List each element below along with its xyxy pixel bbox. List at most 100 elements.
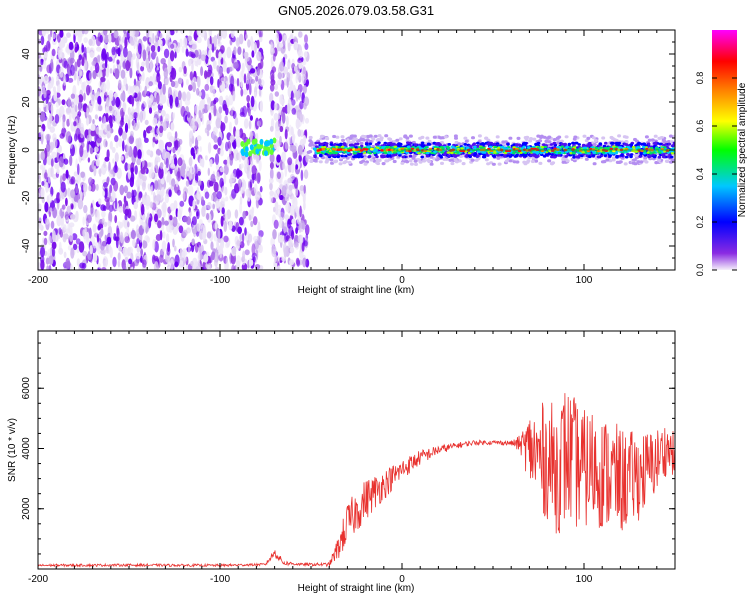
heatmap-cell <box>46 195 50 204</box>
heatmap-cell <box>143 129 147 139</box>
heatmap-cell <box>86 46 90 54</box>
heatmap-cell <box>272 249 277 255</box>
heatmap-cell <box>406 145 411 148</box>
heatmap-cell <box>126 191 132 199</box>
heatmap-cell <box>375 161 380 165</box>
heatmap-cell <box>81 82 85 91</box>
heatmap-cell <box>104 37 109 44</box>
heatmap-cell <box>175 179 179 188</box>
heatmap-cell <box>141 181 146 191</box>
heatmap-cell <box>539 135 543 139</box>
heatmap-cell <box>550 162 555 166</box>
heatmap-cell <box>255 75 259 82</box>
heatmap-cell <box>67 77 74 83</box>
heatmap-cell <box>552 138 557 142</box>
heatmap-cell <box>184 99 191 106</box>
heatmap-cell <box>205 71 212 77</box>
heatmap-cell <box>148 81 153 87</box>
heatmap-cell <box>97 263 101 269</box>
heatmap-cell <box>216 171 220 181</box>
heatmap-cell <box>103 221 108 227</box>
heatmap-cell <box>250 156 254 166</box>
heatmap-cell <box>117 252 121 261</box>
heatmap-cell <box>503 151 508 155</box>
heatmap-cell <box>75 127 81 140</box>
heatmap-cell <box>48 80 54 89</box>
heatmap-cell <box>560 145 565 148</box>
heatmap-cell <box>284 129 288 140</box>
heatmap-cell <box>312 147 317 150</box>
heatmap-cell <box>237 178 243 189</box>
heatmap-cell <box>254 91 257 99</box>
heatmap-cell <box>290 90 294 101</box>
heatmap-cell <box>72 243 78 251</box>
heatmap-cell <box>193 125 197 131</box>
heatmap-cell <box>564 150 569 154</box>
heatmap-cell <box>137 149 142 160</box>
heatmap-cell <box>269 153 275 163</box>
heatmap-cell <box>669 160 673 164</box>
heatmap-cell <box>588 155 592 159</box>
x-tick-label: 0 <box>399 275 405 286</box>
heatmap-cell <box>257 235 263 244</box>
heatmap-cell <box>368 142 373 146</box>
heatmap-cell <box>133 145 138 158</box>
heatmap-cell <box>136 158 142 166</box>
heatmap-cell <box>69 57 75 64</box>
heatmap-cell <box>221 30 228 39</box>
heatmap-cell <box>141 175 147 182</box>
heatmap-cell <box>340 135 345 139</box>
heatmap-cell <box>208 30 213 38</box>
heatmap-cell <box>209 159 213 167</box>
heatmap-cell <box>534 142 538 146</box>
heatmap-cell <box>393 153 398 157</box>
heatmap-cell <box>258 244 263 254</box>
heatmap-cell <box>473 152 478 156</box>
heatmap-cell <box>207 202 212 210</box>
heatmap-cell <box>654 147 659 150</box>
heatmap-cell <box>617 134 622 138</box>
heatmap-cell <box>191 238 195 246</box>
heatmap-cell <box>222 103 228 111</box>
heatmap-cell <box>128 258 133 265</box>
heatmap-cell <box>295 90 299 102</box>
heatmap-cell <box>633 137 637 142</box>
heatmap-cell <box>275 32 280 45</box>
heatmap-cell <box>523 143 527 147</box>
heatmap-cell <box>439 155 444 159</box>
heatmap-cell <box>207 142 212 154</box>
heatmap-cell <box>427 139 432 143</box>
heatmap-cell <box>51 241 57 250</box>
heatmap-cell <box>108 33 112 44</box>
heatmap-cell <box>277 79 282 86</box>
heatmap-cell <box>40 246 45 258</box>
heatmap-cell <box>417 152 421 155</box>
heatmap-cell <box>59 105 65 117</box>
heatmap-cell <box>61 99 66 106</box>
heatmap-cell <box>325 158 330 163</box>
heatmap-cell <box>281 151 287 163</box>
heatmap-cell <box>375 138 380 142</box>
heatmap-cell <box>129 67 133 79</box>
heatmap-cell <box>481 155 486 159</box>
heatmap-cell <box>342 161 347 165</box>
heatmap-cell <box>190 260 194 267</box>
heatmap-cell <box>231 225 236 232</box>
heatmap-cell <box>304 34 308 44</box>
heatmap-cell <box>125 83 129 91</box>
heatmap-cell <box>221 207 225 215</box>
heatmap-cell <box>159 32 162 39</box>
heatmap-cell <box>229 121 232 133</box>
heatmap-cell <box>411 140 416 145</box>
heatmap-cell <box>251 243 256 256</box>
heatmap-cell <box>90 182 96 192</box>
heatmap-cell <box>591 136 596 140</box>
heatmap-cell <box>584 157 589 161</box>
heatmap-cell <box>198 109 202 119</box>
heatmap-cell <box>470 153 474 157</box>
heatmap-cell <box>114 197 118 210</box>
heatmap-cell <box>91 60 96 66</box>
heatmap-cell <box>564 146 568 149</box>
heatmap-cell <box>468 155 473 159</box>
heatmap-cell <box>512 151 516 155</box>
